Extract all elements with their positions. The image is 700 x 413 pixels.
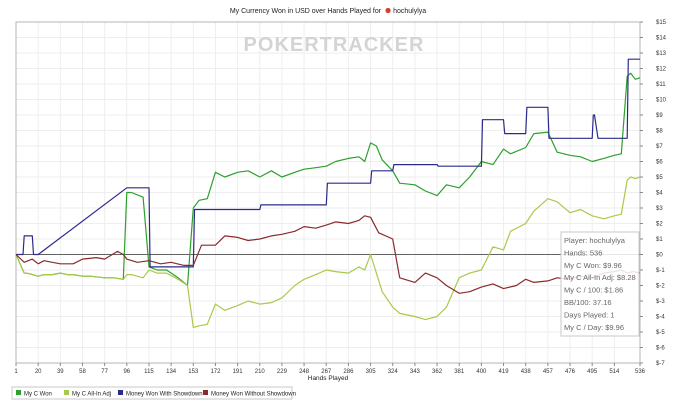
x-tick-label: 20 bbox=[35, 369, 42, 375]
chart-title: My Currency Won in USD over Hands Played… bbox=[230, 8, 382, 15]
x-axis-ticks: 1 20 39 58 77 96 115 134 153 172 191 210 229 248 267 28… bbox=[14, 363, 646, 375]
y-tick-label: $1 bbox=[656, 237, 663, 243]
x-tick-label: 438 bbox=[521, 369, 532, 375]
legend-label: Money Won Without Showdown bbox=[211, 392, 296, 398]
y-tick-label: $5 bbox=[656, 175, 663, 181]
y-tick-label: $15 bbox=[656, 20, 667, 26]
legend-box bbox=[11, 386, 293, 400]
x-tick-label: 362 bbox=[432, 369, 443, 375]
x-tick-label: 514 bbox=[609, 369, 620, 375]
x-tick-label: 153 bbox=[188, 369, 199, 375]
y-tick-label: $6 bbox=[656, 160, 663, 166]
x-tick-label: 324 bbox=[388, 369, 399, 375]
y-tick-label: $12 bbox=[656, 67, 667, 73]
y-axis-ticks: $-7 $-6 $-5 $-4 $-3 $-2 $-1 $0 $1 $2 $3 $4 $5 $6 $7 $8 $… bbox=[640, 20, 667, 367]
tooltip-line: My C / Day: $9.96 bbox=[564, 323, 624, 332]
x-tick-label: 286 bbox=[343, 369, 354, 375]
x-tick-label: 381 bbox=[454, 369, 465, 375]
x-tick-label: 1 bbox=[14, 369, 18, 375]
y-tick-label: $-1 bbox=[656, 268, 665, 274]
x-tick-label: 229 bbox=[277, 369, 288, 375]
grid bbox=[15, 21, 641, 364]
x-tick-label: 305 bbox=[366, 369, 377, 375]
y-tick-label: $-7 bbox=[656, 361, 665, 367]
tooltip-box bbox=[560, 231, 640, 337]
tooltip-line: Days Played: 1 bbox=[564, 310, 614, 319]
y-tick-label: $7 bbox=[656, 144, 663, 150]
chart-title-group: My Currency Won in USD over Hands Played… bbox=[230, 7, 426, 15]
tooltip-line: My C All-In Adj: $8.28 bbox=[564, 273, 636, 282]
legend-item: Money Won Without Showdown bbox=[203, 390, 296, 398]
x-tick-label: 476 bbox=[565, 369, 576, 375]
x-tick-label: 39 bbox=[57, 369, 64, 375]
watermark: POKERTRACKER bbox=[244, 34, 425, 56]
x-tick-label: 172 bbox=[210, 369, 221, 375]
x-tick-label: 267 bbox=[321, 369, 332, 375]
x-tick-label: 210 bbox=[255, 369, 266, 375]
legend-swatch bbox=[64, 390, 69, 395]
player-flag-icon bbox=[385, 7, 391, 14]
x-tick-label: 536 bbox=[635, 369, 646, 375]
tooltip-line: BB/100: 37.16 bbox=[564, 298, 612, 307]
y-tick-label: $10 bbox=[656, 98, 667, 104]
x-tick-label: 248 bbox=[299, 369, 310, 375]
x-tick-label: 77 bbox=[101, 369, 108, 375]
y-tick-label: $0 bbox=[656, 253, 663, 259]
y-tick-label: $-5 bbox=[656, 330, 665, 336]
x-tick-label: 343 bbox=[410, 369, 421, 375]
legend: My C Won My C All-In Adj Money Won With Sh… bbox=[11, 386, 296, 400]
tooltip-line: My C / 100: $1.86 bbox=[564, 286, 623, 295]
x-tick-label: 115 bbox=[144, 369, 154, 375]
y-tick-label: $3 bbox=[656, 206, 663, 212]
legend-swatch bbox=[118, 390, 123, 395]
x-tick-label: 419 bbox=[499, 369, 510, 375]
x-tick-label: 58 bbox=[79, 369, 86, 375]
legend-swatch bbox=[16, 390, 21, 395]
y-tick-label: $13 bbox=[656, 51, 667, 57]
y-tick-label: $11 bbox=[656, 82, 666, 88]
x-tick-label: 400 bbox=[476, 369, 487, 375]
legend-label: Money Won With Showdown bbox=[126, 392, 203, 398]
series-line-my-c-all-in-adj bbox=[15, 176, 641, 328]
y-tick-label: $-2 bbox=[656, 284, 665, 290]
x-axis-title: Hands Played bbox=[308, 375, 349, 382]
legend-label: My C All-In Adj bbox=[72, 392, 111, 398]
y-tick-label: $8 bbox=[656, 129, 663, 135]
legend-swatch bbox=[203, 390, 208, 395]
series-layer bbox=[15, 58, 641, 328]
y-tick-label: $4 bbox=[656, 191, 663, 197]
tooltip-line: Hands: 536 bbox=[564, 248, 602, 257]
y-tick-label: $9 bbox=[656, 113, 663, 119]
y-tick-label: $-4 bbox=[656, 315, 665, 321]
legend-item: Money Won With Showdown bbox=[118, 390, 203, 398]
series-line-money-won-without-showdown bbox=[15, 215, 641, 294]
legend-label: My C Won bbox=[24, 392, 52, 398]
legend-item: My C All-In Adj bbox=[64, 390, 111, 398]
y-tick-label: $-3 bbox=[656, 299, 665, 305]
series-line-money-won-with-showdown bbox=[16, 58, 640, 268]
x-tick-label: 96 bbox=[123, 369, 130, 375]
x-tick-label: 134 bbox=[166, 369, 177, 375]
x-tick-label: 191 bbox=[233, 369, 244, 375]
y-tick-label: $-6 bbox=[656, 346, 665, 352]
y-tick-label: $2 bbox=[656, 222, 663, 228]
y-tick-label: $14 bbox=[656, 36, 667, 42]
x-tick-label: 457 bbox=[543, 369, 554, 375]
x-tick-label: 495 bbox=[587, 369, 598, 375]
player-stats-tooltip: Player: hochulylya Hands: 536 My C Won: $9… bbox=[560, 231, 640, 337]
legend-item: My C Won bbox=[16, 390, 52, 398]
tooltip-line: Player: hochulylya bbox=[564, 236, 626, 245]
player-name: hochulylya bbox=[393, 8, 426, 15]
tooltip-line: My C Won: $9.96 bbox=[564, 261, 622, 270]
